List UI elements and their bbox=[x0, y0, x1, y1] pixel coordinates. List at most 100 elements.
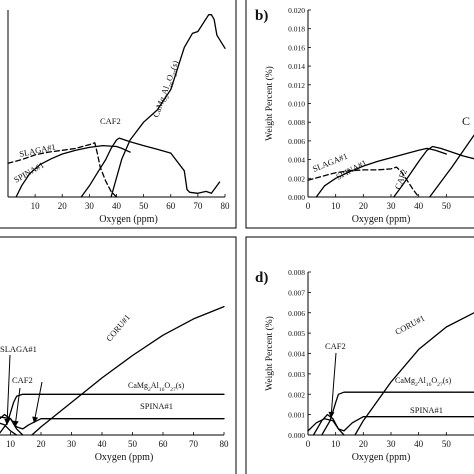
series-label-coru-1: CORU#1 bbox=[393, 313, 426, 337]
y-tick-label: 0.005 bbox=[288, 329, 305, 338]
x-tick-label: 30 bbox=[85, 201, 95, 211]
x-tick-label: 20 bbox=[359, 439, 369, 449]
y-tick-label: 0.010 bbox=[288, 100, 305, 109]
series-caf2-line bbox=[312, 413, 345, 436]
x-tick-label: 10 bbox=[6, 439, 16, 449]
x-tick-label: 40 bbox=[414, 439, 424, 449]
series-slaga-1-line bbox=[307, 166, 420, 198]
y-tick-label: 0.002 bbox=[288, 390, 305, 399]
x-tick-label: 80 bbox=[220, 439, 230, 449]
y-tick-label: 0.001 bbox=[288, 411, 305, 420]
series-label-caf2: CAF2 bbox=[12, 375, 33, 385]
series-label-spina-1: SPINA#1 bbox=[12, 160, 46, 185]
x-tick-label: 50 bbox=[442, 201, 452, 211]
x-tick-label: 30 bbox=[387, 439, 397, 449]
series-label-spina-1: SPINA#1 bbox=[410, 405, 443, 415]
y-tick-label: 0.014 bbox=[288, 62, 305, 71]
x-tick-label: 70 bbox=[193, 201, 203, 211]
series-label-camg2al16o27-s: CaMg2Al16O27(s) bbox=[395, 376, 452, 388]
x-tick-label: 20 bbox=[37, 439, 47, 449]
x-tick-label: 50 bbox=[128, 439, 138, 449]
series-caf2-line bbox=[80, 137, 221, 198]
x-axis-label: Oxygen (ppm) bbox=[352, 214, 411, 225]
panel-d-frame bbox=[245, 236, 474, 474]
x-tick-label: 70 bbox=[189, 439, 199, 449]
y-tick-label: 0.006 bbox=[288, 309, 305, 318]
series-label-slaga-1: SLAGA#1 bbox=[0, 344, 37, 354]
series-label-slaga-1: SLAGA#1 bbox=[18, 142, 56, 159]
series-slaga-1-line bbox=[7, 142, 118, 198]
panel-label: d) bbox=[255, 270, 268, 286]
caf2-arrow-d bbox=[328, 352, 337, 419]
x-tick-label: 10 bbox=[331, 439, 341, 449]
x-tick-label: 20 bbox=[58, 201, 68, 211]
x-tick-label: 10 bbox=[31, 201, 41, 211]
y-tick-label: 0.012 bbox=[288, 81, 305, 90]
y-tick-label: 0.002 bbox=[288, 174, 305, 183]
camg-arrow-c bbox=[32, 381, 43, 424]
x-tick-label: 30 bbox=[387, 201, 397, 211]
series-caf2-line bbox=[393, 145, 474, 198]
slaga-arrow bbox=[4, 354, 11, 426]
series-label-camg2al16o27-s: CaMg2Al16O27(s) bbox=[128, 381, 185, 393]
panel-c-frame bbox=[0, 236, 237, 474]
series-slaga-1-line bbox=[0, 422, 18, 436]
y-tick-label: 0.004 bbox=[288, 350, 305, 359]
x-tick-label: 60 bbox=[166, 201, 176, 211]
y-axis-label: Weight Percent (%) bbox=[264, 66, 275, 141]
caf2-arrow-c bbox=[12, 387, 21, 428]
y-tick-label: 0.018 bbox=[288, 25, 305, 34]
series-label-caf2: CAF2 bbox=[100, 116, 121, 126]
series-coru-1-line bbox=[31, 305, 225, 436]
panel-b: 0 10 20 30 40 50 0.000 0.002 0.004 0.006 0.008 0.01… bbox=[255, 6, 474, 225]
x-tick-label: 40 bbox=[112, 201, 122, 211]
y-tick-label: 0.008 bbox=[288, 118, 305, 127]
panel-d: 0 10 20 30 40 50 0.000 0.001 0.002 0.003 0.004 0.00… bbox=[255, 268, 474, 463]
series-label-camg2al16o27-s: CaMg2Al16O27(s) bbox=[150, 59, 183, 120]
x-axis-label: Oxygen (ppm) bbox=[95, 452, 154, 463]
x-tick-label: 0 bbox=[306, 201, 311, 211]
series-camg2al16o27-s-line bbox=[429, 134, 474, 198]
panel-b-frame bbox=[245, 0, 474, 229]
x-tick-label: 20 bbox=[359, 201, 369, 211]
y-tick-label: 0.016 bbox=[288, 43, 305, 52]
x-axis-label: Oxygen (ppm) bbox=[99, 214, 158, 225]
x-axis-label: Oxygen (ppm) bbox=[352, 452, 411, 463]
y-tick-label: 0.008 bbox=[288, 268, 305, 277]
series-spina-1-line bbox=[0, 416, 225, 430]
x-tick-label: 80 bbox=[221, 201, 231, 211]
x-tick-label: 0 bbox=[306, 439, 311, 449]
series-coru-1-line bbox=[354, 312, 474, 436]
y-tick-label: 0.007 bbox=[288, 288, 305, 297]
panel-c: 10 20 30 40 50 60 70 80 Oxygen (ppm) bbox=[0, 305, 230, 463]
y-axis-label: Weight Percent (%) bbox=[264, 316, 275, 391]
x-tick-label: 30 bbox=[67, 439, 77, 449]
x-tick-label: 40 bbox=[414, 201, 424, 211]
panel-a-frame bbox=[0, 0, 237, 229]
y-tick-label: 0.000 bbox=[288, 193, 305, 202]
y-tick-label: 0.000 bbox=[288, 431, 305, 440]
x-tick-label: 50 bbox=[139, 201, 149, 211]
x-tick-label: 60 bbox=[159, 439, 169, 449]
x-tick-label: 10 bbox=[331, 201, 341, 211]
series-camg2al16o27-s-line bbox=[321, 391, 474, 436]
x-tick-label: 50 bbox=[442, 439, 452, 449]
series-camg2al16o27-s-line bbox=[110, 14, 226, 198]
y-tick-label: 0.006 bbox=[288, 137, 305, 146]
y-tick-label: 0.004 bbox=[288, 156, 305, 165]
series-label-coru-1: CORU#1 bbox=[104, 312, 132, 343]
series-camg2al16o27-s-line bbox=[0, 393, 225, 434]
series-spina-1-line bbox=[15, 144, 131, 198]
panel-label: b) bbox=[255, 8, 268, 24]
x-tick-label: 40 bbox=[98, 439, 108, 449]
series-label-caf2: CAF2 bbox=[325, 341, 346, 351]
y-tick-label: 0.003 bbox=[288, 370, 305, 379]
annotation-clipped-label: C bbox=[462, 114, 470, 128]
series-label-spina-1: SPINA#1 bbox=[140, 401, 173, 411]
series-spina-1-line bbox=[307, 416, 474, 432]
panel-a: 10 20 30 40 50 60 70 80 Oxygen (ppm) bbox=[7, 10, 231, 225]
y-tick-label: 0.020 bbox=[288, 6, 305, 15]
